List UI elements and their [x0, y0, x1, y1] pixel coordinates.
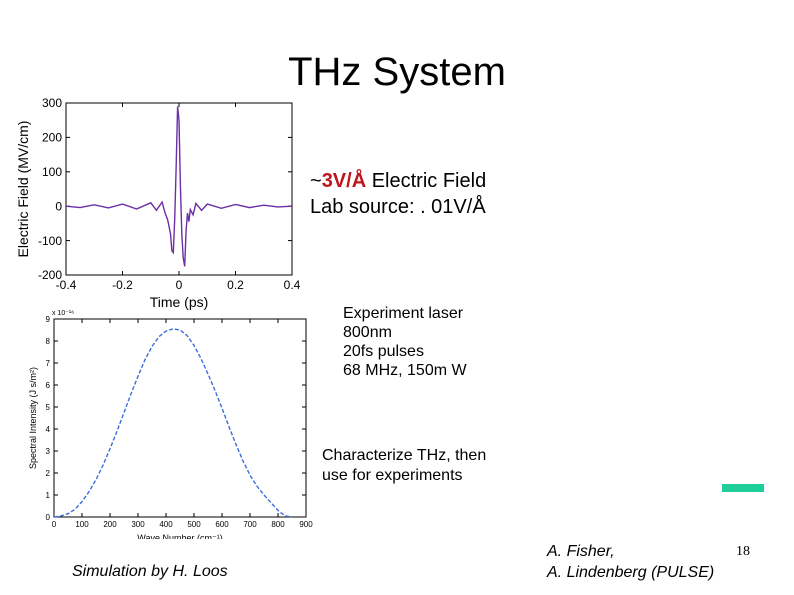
x-tick-label: 0	[176, 278, 183, 292]
y-tick-label: 200	[42, 131, 62, 145]
y-axis-label: Spectral Intensity (J s/m²)	[28, 367, 38, 469]
author-credits: A. Fisher, A. Lindenberg (PULSE)	[547, 541, 714, 583]
x-tick-label: 400	[159, 520, 173, 529]
y-tick-label: 6	[46, 381, 51, 390]
laser-specs: Experiment laser 800nm 20fs pulses 68 MH…	[343, 304, 467, 380]
y-tick-label: 5	[46, 403, 51, 412]
simulation-credit: Simulation by H. Loos	[72, 563, 228, 580]
x-tick-label: -0.4	[56, 278, 77, 292]
y-tick-label: -200	[38, 268, 62, 282]
laser-line: 68 MHz, 150m W	[343, 362, 467, 379]
electric-field-chart: -0.4 -0.2 0 0.2 0.4 -200 -100 0 100 200 300 Time (p…	[15, 96, 301, 310]
spectrum-chart: 0 100 200 300 400 500 600 700 800 900 0 1 2 3 4 5 6 7 8 9 Wa…	[28, 310, 313, 539]
author-line: A. Lindenberg (PULSE)	[547, 564, 715, 581]
y-tick-label: 1	[46, 491, 51, 500]
x-tick-label: 600	[215, 520, 229, 529]
y-tick-label: 8	[46, 337, 51, 346]
y-axis-label: Electric Field (MV/cm)	[15, 121, 31, 258]
x-tick-label: 0	[52, 520, 57, 529]
y-tick-label: 3	[46, 447, 51, 456]
x-tick-label: 300	[131, 520, 145, 529]
characterize-line: Characterize THz, then	[322, 447, 487, 464]
field-suffix: Electric Field	[366, 170, 487, 192]
series-line	[65, 106, 293, 267]
x-tick-label: 0.2	[227, 278, 244, 292]
characterize-text: Characterize THz, then use for experimen…	[322, 446, 486, 486]
laser-line: Experiment laser	[343, 305, 464, 322]
field-line-1: ~3V/Å Electric Field	[310, 168, 486, 194]
y-tick-label: 7	[46, 359, 51, 368]
x-tick-label: 100	[75, 520, 89, 529]
laser-line: 800nm	[343, 324, 392, 341]
x-tick-label: -0.2	[112, 278, 133, 292]
x-axis-label: Time (ps)	[150, 294, 209, 310]
y-tick-label: 4	[46, 425, 51, 434]
author-line: A. Fisher,	[547, 543, 615, 560]
y-tick-label: -100	[38, 234, 62, 248]
x-tick-label: 800	[271, 520, 285, 529]
characterize-line: use for experiments	[322, 467, 463, 484]
y-tick-label: 100	[42, 165, 62, 179]
field-strength-text: ~3V/Å Electric Field Lab source: . 01V/Å	[310, 168, 486, 220]
y-tick-label: 300	[42, 96, 62, 110]
y-tick-label: 0	[55, 199, 62, 213]
x-tick-label: 200	[103, 520, 117, 529]
accent-bar	[722, 484, 764, 492]
plot-frame	[53, 318, 307, 518]
x-axis-label: Wave Number (cm⁻¹)	[137, 533, 222, 539]
slide-title: THz System	[288, 50, 506, 94]
x-tick-label: 900	[299, 520, 313, 529]
slide-number: 18	[736, 544, 750, 559]
field-prefix: ~	[310, 170, 322, 192]
x-tick-label: 500	[187, 520, 201, 529]
y-tick-label: 9	[46, 315, 51, 324]
laser-line: 20fs pulses	[343, 343, 424, 360]
y-tick-label: 0	[46, 513, 51, 522]
x-tick-label: 700	[243, 520, 257, 529]
y-tick-label: 2	[46, 469, 51, 478]
y-exponent-label: x 10⁻¹⁶	[52, 310, 74, 317]
field-line-2: Lab source: . 01V/Å	[310, 196, 486, 218]
field-highlight: 3V/Å	[321, 170, 367, 192]
x-tick-label: 0.4	[284, 278, 301, 292]
series-line	[53, 328, 293, 518]
